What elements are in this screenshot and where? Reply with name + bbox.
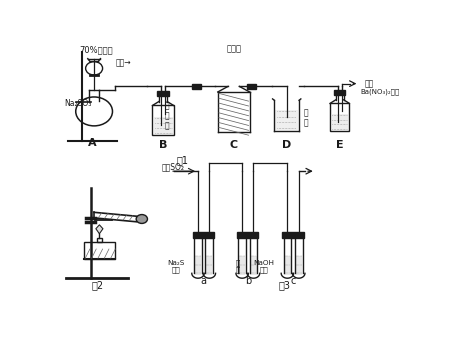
Polygon shape xyxy=(96,225,103,234)
Text: 足量SO₂: 足量SO₂ xyxy=(162,162,185,171)
Text: D: D xyxy=(282,140,291,151)
Bar xyxy=(237,232,258,238)
Bar xyxy=(334,90,344,95)
Text: E: E xyxy=(335,140,343,151)
Text: 氧气→: 氧气→ xyxy=(115,58,131,68)
Text: 70%浓硫酸: 70%浓硫酸 xyxy=(79,45,112,54)
Bar xyxy=(192,232,214,238)
Bar xyxy=(152,105,173,135)
Text: C: C xyxy=(229,140,237,151)
Bar xyxy=(282,232,303,238)
Text: Ba(NO₃)₂溶液: Ba(NO₃)₂溶液 xyxy=(359,88,399,95)
Text: 图1: 图1 xyxy=(176,155,188,165)
Text: 冰
水: 冰 水 xyxy=(303,109,307,127)
Bar xyxy=(295,256,301,275)
Bar xyxy=(96,238,102,242)
Bar xyxy=(83,242,115,259)
Text: A: A xyxy=(88,138,96,148)
Text: 图3: 图3 xyxy=(278,280,290,291)
Text: NaOH
溶液: NaOH 溶液 xyxy=(253,260,274,273)
Bar xyxy=(247,84,255,89)
Bar xyxy=(283,256,290,275)
Text: B: B xyxy=(158,140,167,151)
Bar xyxy=(238,256,245,275)
Text: b: b xyxy=(244,276,250,286)
Bar xyxy=(206,256,212,275)
Text: 氯
水: 氯 水 xyxy=(236,260,240,273)
Bar xyxy=(250,256,256,275)
Text: Na₂SO₃: Na₂SO₃ xyxy=(64,99,92,108)
Text: a: a xyxy=(200,276,206,286)
Bar xyxy=(153,117,172,134)
Text: c: c xyxy=(290,276,295,286)
Text: 催化剂: 催化剂 xyxy=(226,44,241,53)
Text: 浓
硫
酸: 浓 硫 酸 xyxy=(164,102,169,130)
Circle shape xyxy=(136,214,147,223)
Bar xyxy=(330,114,348,130)
Text: 足量: 足量 xyxy=(364,79,373,88)
Bar xyxy=(329,103,349,131)
Text: 图2: 图2 xyxy=(91,280,103,291)
Text: Na₂S
溶液: Na₂S 溶液 xyxy=(167,260,184,273)
Bar xyxy=(157,91,168,96)
Bar xyxy=(192,84,200,89)
Bar xyxy=(275,110,298,130)
Bar xyxy=(194,256,201,275)
